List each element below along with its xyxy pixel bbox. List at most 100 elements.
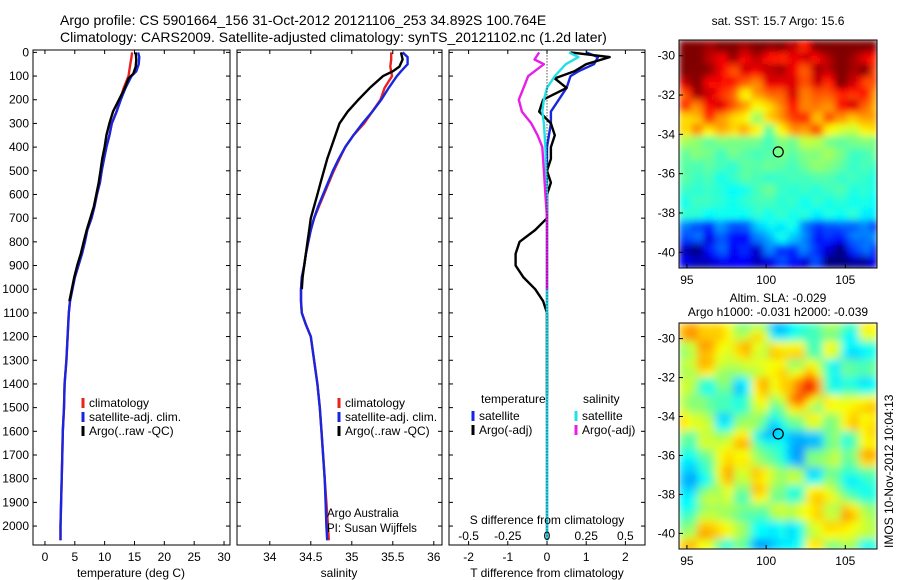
heatmap-cell	[805, 455, 812, 462]
heatmap-cell	[835, 262, 842, 268]
heatmap-cell	[697, 184, 704, 191]
heatmap-cell	[841, 515, 848, 522]
heatmap-cell	[733, 419, 740, 426]
heatmap-cell	[691, 539, 698, 546]
series-line-argo-raw-qc-	[68, 52, 138, 302]
heatmap-cell	[787, 341, 794, 348]
heatmap-cell	[763, 467, 770, 474]
heatmap-cell	[697, 473, 704, 480]
heatmap-cell	[769, 106, 776, 113]
y-tick-label: 1300	[2, 353, 29, 367]
heatmap-cell	[775, 359, 782, 366]
heatmap-cell	[781, 166, 788, 173]
heatmap-cell	[853, 100, 860, 107]
heatmap-cell	[865, 407, 872, 414]
heatmap-cell	[811, 395, 818, 402]
heatmap-cell	[715, 70, 722, 77]
heatmap-cell	[823, 473, 830, 480]
legend-label: climatology	[345, 396, 405, 410]
heatmap-cell	[691, 503, 698, 510]
heatmap-cell	[871, 419, 877, 426]
heatmap-cell	[769, 46, 776, 53]
heatmap-cell	[781, 395, 788, 402]
heatmap-cell	[823, 160, 830, 167]
heatmap-cell	[841, 443, 848, 450]
heatmap-cell	[811, 190, 818, 197]
heatmap-cell	[799, 377, 806, 384]
heatmap-cell	[703, 136, 710, 143]
heatmap-cell	[865, 142, 872, 149]
heatmap-cell	[757, 226, 764, 233]
heatmap-cell	[871, 130, 877, 137]
heatmap-cell	[763, 82, 770, 89]
heatmap-cell	[793, 70, 800, 77]
heatmap-cell	[745, 413, 752, 420]
heatmap-cell	[811, 527, 818, 534]
heatmap-cell	[751, 419, 758, 426]
heatmap-cell	[679, 401, 686, 408]
heatmap-cell	[835, 250, 842, 257]
heatmap-cell	[691, 238, 698, 245]
heatmap-cell	[733, 515, 740, 522]
heatmap-cell	[805, 545, 812, 549]
heatmap-cell	[685, 112, 692, 119]
heatmap-cell	[709, 58, 716, 65]
heatmap-cell	[721, 395, 728, 402]
heatmap-cell	[763, 154, 770, 161]
heatmap-cell	[787, 419, 794, 426]
heatmap-cell	[811, 226, 818, 233]
heatmap-cell	[811, 503, 818, 510]
heatmap-cell	[733, 82, 740, 89]
heatmap-cell	[715, 473, 722, 480]
heatmap-cell	[679, 82, 686, 89]
heatmap-cell	[781, 64, 788, 71]
heatmap-cell	[799, 148, 806, 155]
heatmap-cell	[727, 401, 734, 408]
heatmap-cell	[787, 184, 794, 191]
map-y-tick-label: -30	[658, 332, 676, 346]
heatmap-cell	[751, 142, 758, 149]
heatmap-cell	[853, 202, 860, 209]
heatmap-cell	[817, 473, 824, 480]
heatmap-cell	[739, 467, 746, 474]
heatmap-cell	[745, 485, 752, 492]
heatmap-cell	[697, 250, 704, 257]
heatmap-cell	[739, 154, 746, 161]
heatmap-cell	[763, 533, 770, 540]
pi-annotation: PI: Susan Wijffels	[327, 523, 417, 535]
heatmap-cell	[805, 154, 812, 161]
heatmap-cell	[835, 389, 842, 396]
heatmap-cell	[739, 244, 746, 251]
heatmap-cell	[757, 347, 764, 354]
legend-label: climatology	[89, 396, 149, 410]
heatmap-cell	[823, 64, 830, 71]
heatmap-cell	[853, 419, 860, 426]
heatmap-cell	[781, 112, 788, 119]
heatmap-cell	[805, 52, 812, 59]
heatmap-cell	[835, 220, 842, 227]
heatmap-cell	[841, 70, 848, 77]
heatmap-cell	[805, 46, 812, 53]
heatmap-cell	[781, 88, 788, 95]
heatmap-cell	[715, 106, 722, 113]
map-x-tick-label: 105	[835, 554, 855, 568]
heatmap-cell	[799, 425, 806, 432]
heatmap-cell	[691, 347, 698, 354]
heatmap-cell	[739, 485, 746, 492]
heatmap-cell	[697, 323, 704, 330]
heatmap-cell	[733, 52, 740, 59]
heatmap-cell	[685, 154, 692, 161]
map-y-tick-label: -40	[658, 245, 676, 259]
heatmap-cell	[727, 353, 734, 360]
heatmap-cell	[799, 94, 806, 101]
heatmap-cell	[787, 365, 794, 372]
heatmap-cell	[829, 64, 836, 71]
heatmap-cell	[697, 485, 704, 492]
legend-label: Argo(-adj)	[582, 423, 635, 437]
heatmap-cell	[793, 521, 800, 528]
heatmap-cell	[859, 539, 866, 546]
heatmap-cell	[727, 413, 734, 420]
heatmap-cell	[703, 226, 710, 233]
heatmap-cell	[835, 467, 842, 474]
heatmap-cell	[679, 124, 686, 131]
